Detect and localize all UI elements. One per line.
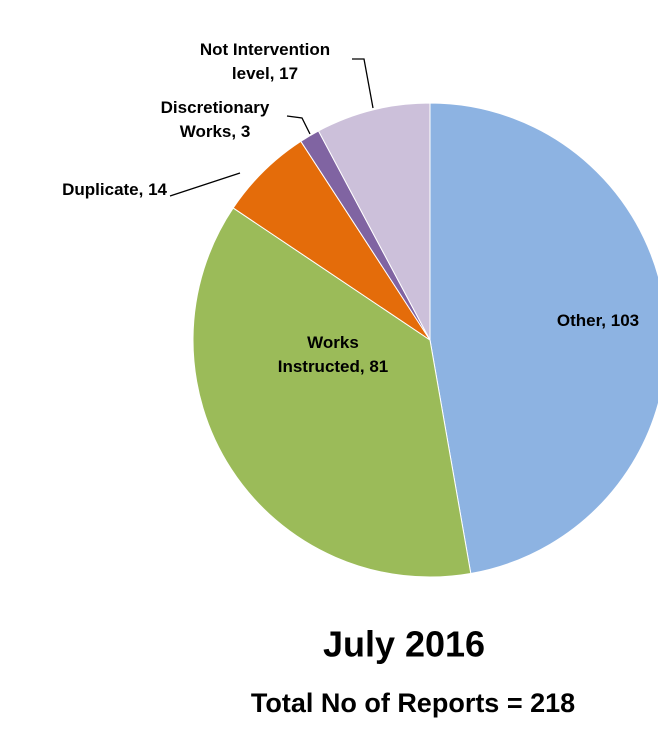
data-label-line: Works, 3: [180, 122, 251, 141]
data-label: Not Intervention level, 17: [200, 40, 330, 83]
pie-slice: [317, 102, 431, 341]
pie: [192, 102, 658, 578]
data-label: Duplicate, 14: [62, 180, 167, 199]
data-label-line: Other, 103: [557, 311, 639, 330]
data-label-line: Duplicate, 14: [62, 180, 167, 199]
data-label-line: Works: [307, 333, 359, 352]
data-label-line: Instructed, 81: [278, 357, 389, 376]
data-label-line: level, 17: [232, 64, 298, 83]
pie-slice: [429, 102, 658, 575]
data-label: Discretionary Works, 3: [161, 98, 270, 141]
data-label-line: Not Intervention: [200, 40, 330, 59]
chart-title: July 2016: [323, 624, 485, 665]
data-label-line: Discretionary: [161, 98, 270, 117]
chart-subtitle: Total No of Reports = 218: [251, 688, 575, 718]
data-label: Other, 103: [557, 311, 639, 330]
leader-line: [352, 58, 374, 109]
leader-line: [286, 115, 311, 135]
pie-slice: [192, 207, 472, 578]
leader-line: [169, 172, 241, 197]
data-label: Works Instructed, 81: [278, 333, 389, 376]
